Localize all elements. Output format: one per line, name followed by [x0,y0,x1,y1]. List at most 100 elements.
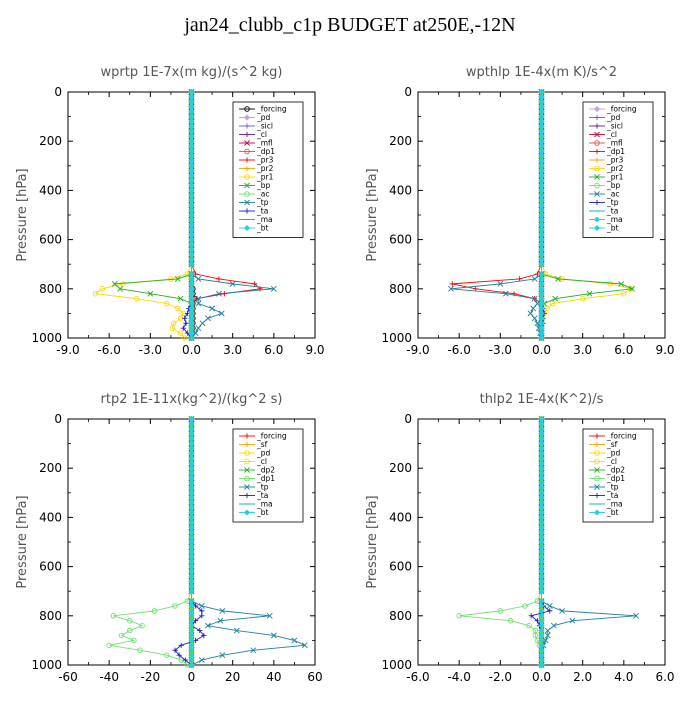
data-point [169,325,176,331]
chart-svg: thlp2 1E-4x(K^2)/s Pressure [hPa] 0 200 400 6… [365,392,675,684]
legend-label: _tp [606,483,619,492]
data-point [538,509,545,516]
panel-wpthlp: wpthlp 1E-4x(m K)/s^2 Pressure [hPa] 0 200 4… [350,55,700,375]
legend-label: _ma [256,215,273,224]
legend: _forcing_sf_pd_cl_dp2_dp1_tp_ta_ma_bt [232,428,304,523]
data-point [182,657,188,663]
x-tick-label: 0.0 [532,670,551,684]
legend-marker [244,165,250,172]
legend-label: _mfl [606,139,623,148]
y-axis-label: Pressure [hPa] [15,168,30,261]
data-point [164,300,170,307]
legend: _forcing_sf_pd_cl_dp2_dp1_tp_ta_ma_bt [582,428,654,523]
data-point [126,617,133,624]
x-tick-label: 2.0 [573,670,592,684]
legend: _forcing_pd_sicl_cl_mfl_dp1_pr3_pr2_pr1_… [232,101,304,238]
y-axis-label: Pressure [hPa] [15,495,30,588]
data-point [197,627,203,634]
legend-label: _dp1 [606,147,625,156]
legend-marker [244,433,250,439]
plot-area [456,415,640,669]
legend-marker [594,174,600,180]
legend-label: _pr2 [606,164,624,173]
data-point [538,460,545,467]
x-tick-label: -60 [58,670,78,684]
data-point [178,642,184,648]
data-point [188,133,195,140]
data-point [250,647,257,654]
legend-marker [594,492,600,499]
data-point [92,290,99,297]
legend-label: _pr3 [606,156,624,165]
series-bt [188,88,195,342]
y-tick-label: 400 [39,510,62,524]
data-point [188,588,195,595]
data-point [538,231,545,238]
data-point [530,305,537,312]
data-point [532,632,539,639]
data-point [120,281,126,287]
data-point [629,285,635,292]
y-tick-label: 600 [389,233,412,247]
data-point [188,534,195,541]
data-point [133,295,140,302]
series-ac [448,89,545,341]
legend-marker [593,105,601,113]
legend-marker [594,148,600,155]
plot-area [448,88,635,342]
legend-label: _dp1 [256,474,275,483]
legend-label: _tp [256,483,269,492]
y-tick-label: 0 [404,85,412,99]
legend-marker [593,509,601,516]
data-point [538,108,545,115]
data-point [534,300,541,307]
legend-label: _pd [256,449,271,458]
series-dp1 [106,416,195,668]
data-point [538,261,545,268]
chart-title: thlp2 1E-4x(K^2)/s [480,392,604,407]
y-tick-label: 0 [404,412,412,426]
x-tick-label: -3.0 [489,343,512,357]
legend-marker [244,140,250,146]
legend-label: _cl [256,130,267,139]
data-point [199,608,205,614]
data-point [633,612,640,619]
data-point [198,657,205,663]
y-tick-label: 1000 [381,658,412,672]
x-tick-label: -4.0 [447,670,470,684]
data-point [188,157,195,164]
legend-marker [594,441,600,448]
data-point [552,295,559,302]
data-point [449,281,455,287]
data-point [139,622,145,629]
legend-label: _ac [606,190,619,199]
y-tick-label: 0 [54,85,62,99]
legend-marker [244,467,250,473]
x-tick-label: -20 [141,670,161,684]
data-point [252,281,258,287]
data-point [547,608,553,614]
series-line [109,419,192,666]
data-point [176,652,182,658]
legend-marker [594,114,600,121]
data-point [538,133,545,140]
legend-label: _bt [606,224,619,233]
data-point [607,281,613,287]
legend-label: _ma [256,500,273,509]
legend-label: _ma [606,500,623,509]
legend-label: _forcing [606,432,637,441]
legend-marker [593,216,601,223]
data-point [170,320,177,326]
data-point [118,632,125,639]
y-tick-label: 1000 [31,331,62,345]
legend-label: _dp1 [606,474,625,483]
data-point [188,435,195,442]
legend-label: _pd [606,449,621,458]
data-point [137,647,143,653]
data-point [188,661,195,669]
series-line [450,92,542,339]
data-point [522,603,528,609]
legend-marker [594,467,600,473]
legend-marker [594,131,600,138]
legend-marker [594,157,600,163]
